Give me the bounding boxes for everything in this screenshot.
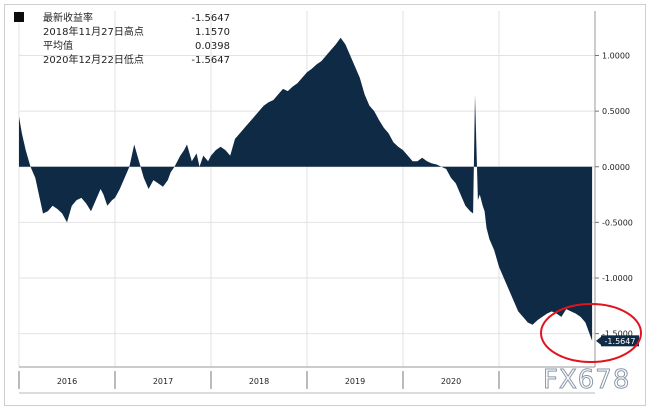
chart-frame: 1.0000 0.5000 0.0000 -0.5000 -1.0000 -1.5000 … — [4, 4, 646, 406]
y-tick-label-3: -0.5000 — [602, 218, 633, 227]
last-value-tag-text: -1.5647 — [605, 337, 636, 346]
legend: 最新收益率 -1.5647 2018年11月27日高点 1.1570 平均值 0… — [14, 11, 230, 66]
y-tick-label-2: 0.0000 — [602, 163, 630, 172]
x-tick-label-3: 2019 — [345, 377, 365, 386]
legend-label-high: 2018年11月27日高点 — [43, 25, 144, 38]
last-value-tag-box — [601, 335, 639, 347]
y-tick-label-1: 0.5000 — [602, 107, 630, 116]
legend-label-low: 2020年12月22日低点 — [43, 53, 144, 66]
legend-value-high: 1.1570 — [195, 27, 230, 38]
y-tick-label-0: 1.0000 — [602, 52, 630, 61]
y-tick-label-5: -1.5000 — [602, 330, 633, 339]
legend-swatch — [14, 12, 24, 22]
x-tick-label-0: 2016 — [57, 377, 77, 386]
watermark: FX678 — [543, 365, 630, 395]
legend-value-low: -1.5647 — [191, 55, 230, 66]
legend-value-latest: -1.5647 — [191, 13, 230, 24]
x-axis: 2016 2017 2018 2019 2020 — [18, 366, 595, 394]
y-axis: 1.0000 0.5000 0.0000 -0.5000 -1.0000 -1.5000 — [594, 11, 633, 367]
yield-area-chart: 1.00000.50000.0000-0.5000-1.0000-1.5000 … — [14, 11, 642, 396]
x-tick-label-2: 2018 — [249, 377, 269, 386]
x-tick-label-1: 2017 — [153, 377, 173, 386]
y-tick-label-4: -1.0000 — [602, 274, 633, 283]
legend-value-average: 0.0398 — [195, 41, 230, 52]
yield-area-series — [19, 37, 593, 341]
x-tick-label-4: 2020 — [441, 377, 461, 386]
legend-label-average: 平均值 — [43, 39, 73, 52]
highlight-circle — [540, 303, 642, 363]
legend-label-latest: 最新收益率 — [43, 11, 93, 24]
last-value-tag-pointer — [596, 336, 601, 345]
last-value-tag: -1.5647 — [596, 335, 639, 347]
